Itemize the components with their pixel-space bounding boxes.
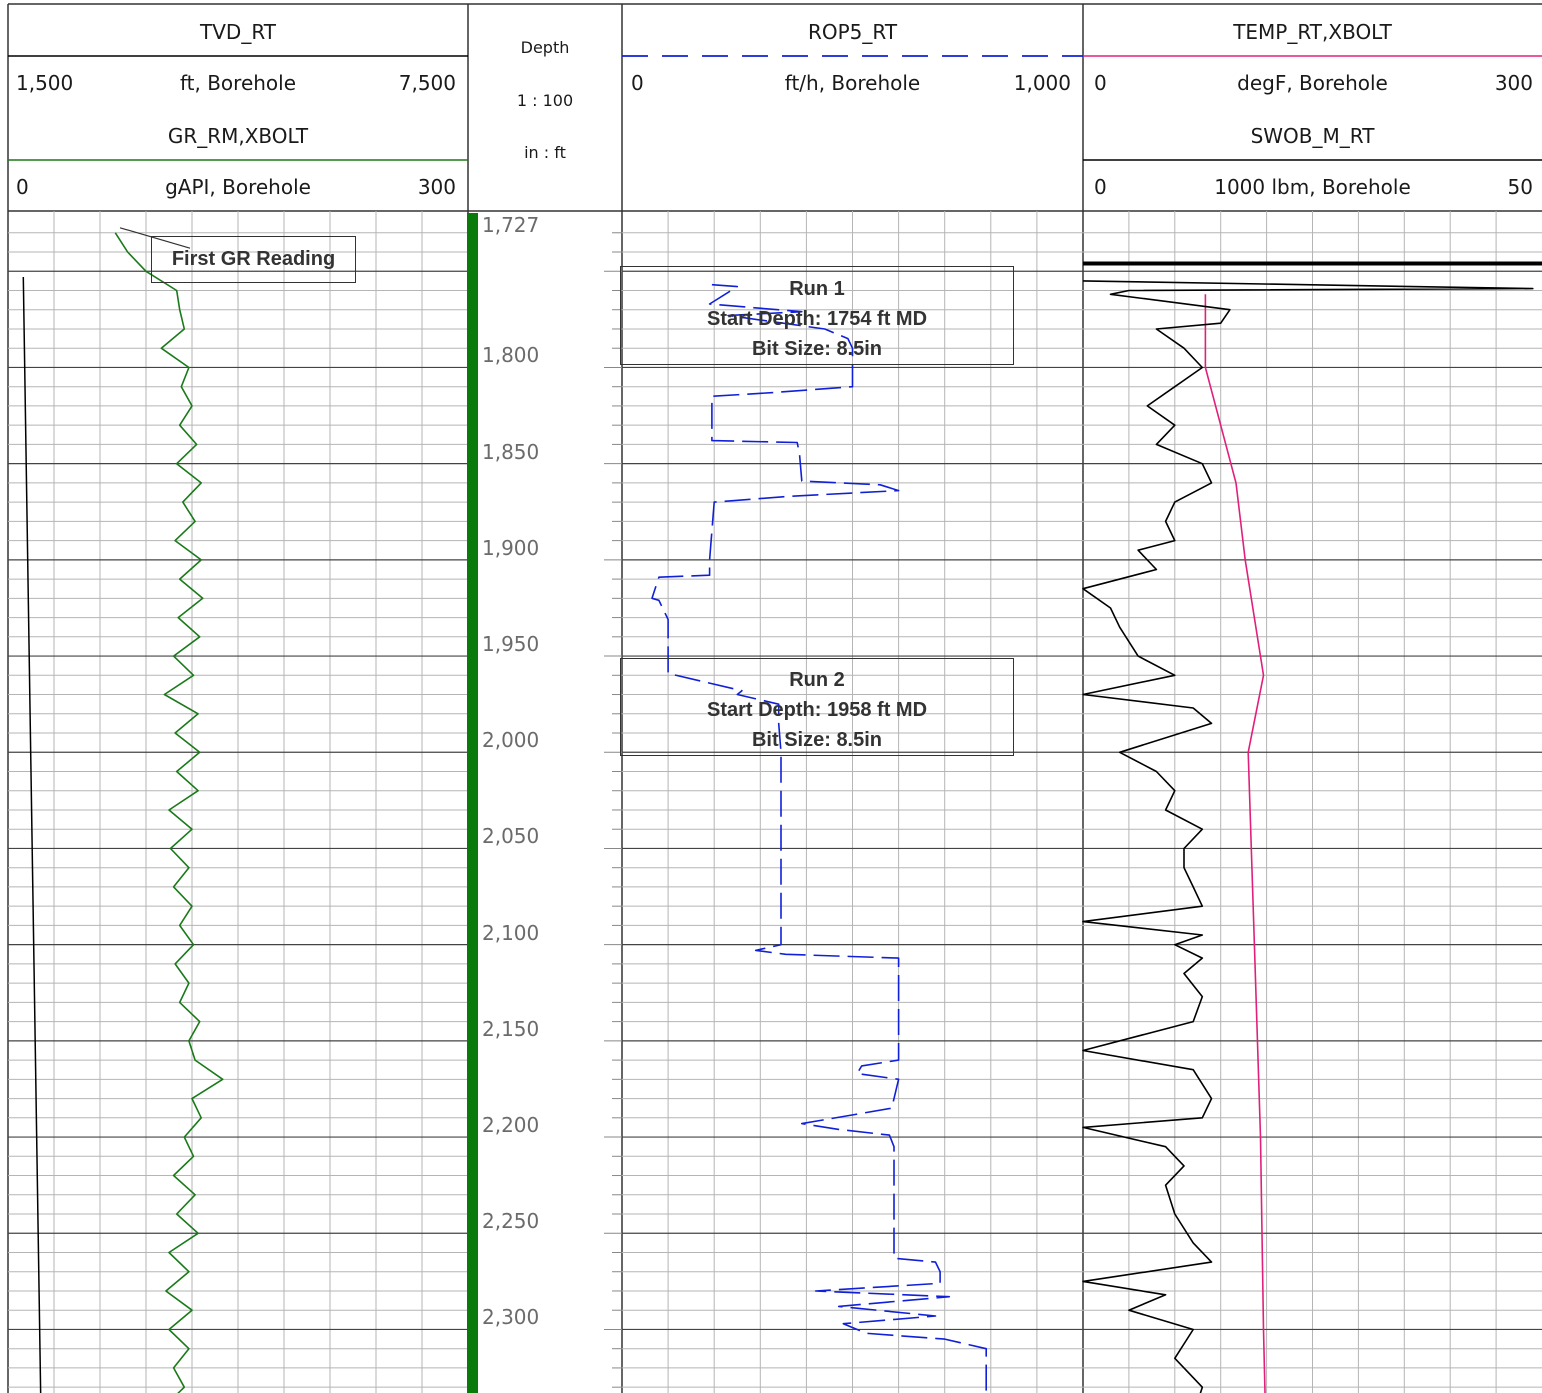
rop-unit: ft/h, Borehole [784,71,921,95]
gr-curve-name: GR_RM,XBOLT [167,124,309,148]
tvd-scale-min: 1,500 [16,71,74,95]
gr-unit: gAPI, Borehole [165,175,311,199]
depth-label: 2,200 [482,1113,540,1138]
depth-label: 1,800 [482,343,540,368]
rop-curve [651,283,987,1393]
swob-scale-min: 0 [1094,175,1107,199]
rop-scale-min: 0 [631,71,644,95]
temp-scale-max: 300 [1494,71,1533,95]
depth-label: 2,150 [482,1016,540,1041]
swob-scale-max: 50 [1507,175,1533,199]
depth-scale: 1 : 100 [516,91,574,110]
depth-label: 1,950 [482,632,540,657]
tvd-scale-max: 7,500 [398,71,456,95]
temp-curve-name: TEMP_RT,XBOLT [1233,20,1392,44]
temp-curve [1204,294,1266,1393]
temp-unit: degF, Borehole [1237,71,1388,95]
depth-label: 2,050 [482,824,540,849]
run1-bit-size: Bit Size: 8.5in [751,338,883,360]
depth-label: 2,100 [482,920,540,945]
depth-label: 2,250 [482,1209,540,1234]
tvd-curve-name: TVD_RT [200,20,276,44]
run2-title: Run 2 [789,669,845,691]
rop-curve-name: ROP5_RT [807,20,898,44]
rop-scale-max: 1,000 [1013,71,1071,95]
depth-units: in : ft [524,143,566,162]
gr-scale-min: 0 [16,175,29,199]
depth-label: 2,000 [482,728,540,753]
tvd-unit: ft, Borehole [179,71,297,95]
depth-title: Depth [520,38,570,57]
gr-scale-max: 300 [417,175,456,199]
depth-label: 2,300 [482,1305,540,1330]
run1-start-depth: Start Depth: 1754 ft MD [706,308,928,330]
first-gr-annotation: First GR Reading [151,236,356,283]
depth-label: 1,900 [482,535,540,560]
run1-title: Run 1 [789,278,845,300]
run2-bit-size: Bit Size: 8.5in [751,729,883,751]
depth-label: 1,727 [482,213,540,237]
depth-bar [467,213,478,1393]
run2-annotation: Run 2 Start Depth: 1958 ft MD Bit Size: … [620,658,1014,756]
temp-scale-min: 0 [1094,71,1107,95]
swob-curve [1082,280,1534,1393]
first-gr-pointer [119,227,191,249]
swob-unit: 1000 lbm, Borehole [1214,175,1411,199]
first-gr-label: First GR Reading [171,248,336,270]
tvd-curve [22,276,42,1393]
run1-annotation: Run 1 Start Depth: 1754 ft MD Bit Size: … [620,266,1014,365]
gr-curve [114,232,224,1393]
swob-curve-name: SWOB_M_RT [1250,124,1375,148]
depth-label: 1,850 [482,439,540,464]
run2-start-depth: Start Depth: 1958 ft MD [706,699,928,721]
